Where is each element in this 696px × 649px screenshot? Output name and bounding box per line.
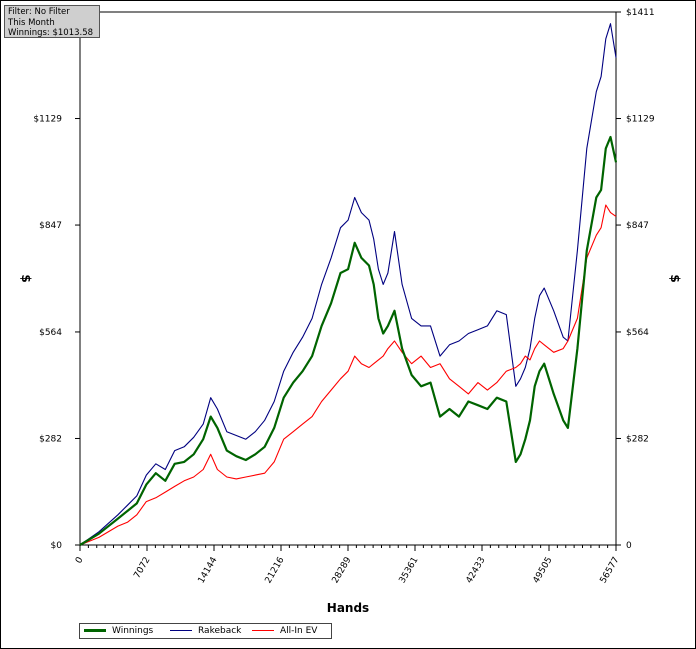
series-lines: [79, 23, 618, 546]
x-tick-label: 49505: [532, 556, 555, 586]
axes: [75, 11, 621, 551]
series-line-winnings: [79, 135, 618, 546]
series-line-all-in-ev: [79, 204, 617, 546]
legend-item-rakeback: Rakeback: [170, 625, 241, 637]
y-tick-label-right: 0: [626, 541, 632, 551]
filter-info-box: Filter: No Filter This Month Winnings: $…: [4, 5, 100, 38]
y-tick-label-left: $1129: [33, 115, 62, 125]
x-tick-label: 56577: [599, 556, 622, 586]
y-tick-label-right: $1129: [626, 115, 655, 125]
y-tick-label-right: $1411: [626, 8, 655, 18]
x-tick-label: 21216: [264, 555, 287, 585]
series-line-rakeback: [79, 23, 617, 546]
legend: Winnings Rakeback All-In EV: [79, 623, 332, 639]
y-tick-label-left: $847: [39, 221, 62, 231]
x-tick-label: 28289: [331, 555, 354, 585]
legend-swatch-all-in-ev: [252, 630, 274, 631]
legend-swatch-rakeback: [170, 630, 192, 631]
y-tick-label-left: $564: [39, 328, 62, 338]
period-label: This Month: [8, 17, 55, 28]
legend-label-winnings: Winnings: [112, 626, 154, 636]
y-axis-title-right: $: [668, 274, 682, 282]
x-tick-label: 35361: [398, 556, 421, 586]
y-tick-label-left: $0: [51, 541, 63, 551]
y-tick-label-right: $847: [626, 221, 649, 231]
y-tick-label-right: $282: [626, 434, 649, 444]
x-tick-label: 42433: [465, 556, 488, 586]
x-axis-title: Hands: [327, 601, 369, 615]
x-tick-label: 0: [74, 555, 86, 565]
y-axis-title-left: $: [19, 274, 33, 282]
plot-area: [79, 11, 617, 546]
legend-item-winnings: Winnings: [84, 625, 153, 637]
y-tick-label-right: $564: [626, 328, 649, 338]
winnings-label: Winnings: $1013.58: [8, 28, 94, 38]
y-tick-label-left: $282: [39, 434, 62, 444]
legend-label-all-in-ev: All-In EV: [280, 626, 318, 636]
legend-swatch-winnings: [84, 629, 106, 632]
legend-item-all-in-ev: All-In EV: [252, 625, 317, 637]
x-tick-label: 7072: [132, 556, 152, 581]
legend-label-rakeback: Rakeback: [198, 626, 242, 636]
x-tick-label: 14144: [197, 555, 220, 585]
filter-label: Filter: No Filter: [8, 7, 70, 17]
